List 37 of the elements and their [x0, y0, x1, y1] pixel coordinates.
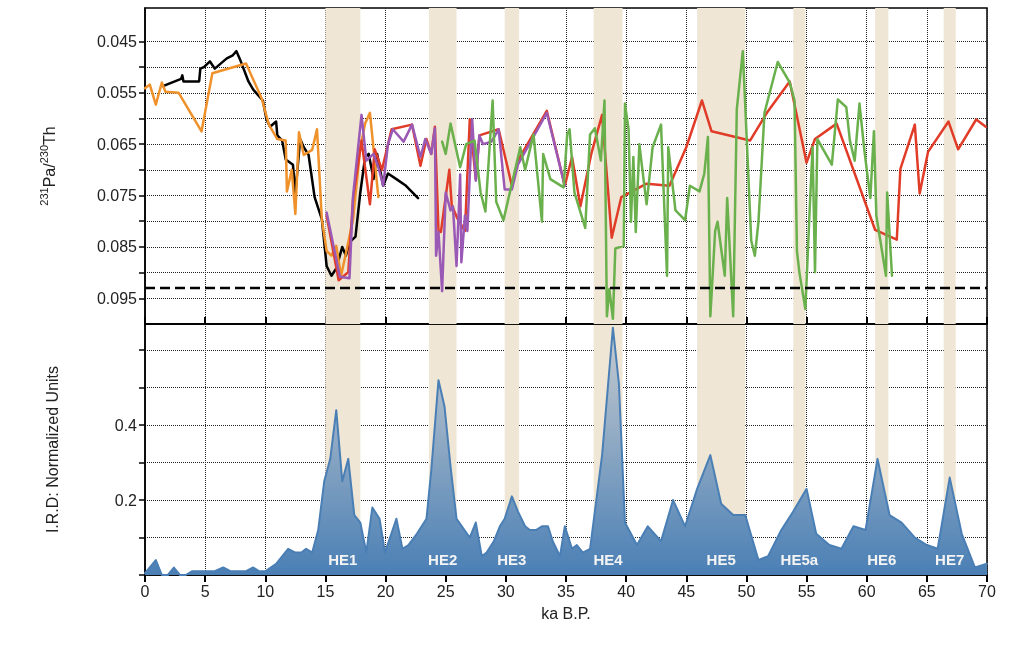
x-tick-label: 45 — [677, 582, 696, 600]
band-label: HE6 — [867, 551, 897, 568]
x-tick-label: 50 — [737, 582, 756, 600]
x-tick-label: 35 — [557, 582, 575, 600]
x-tick-label: 65 — [917, 582, 936, 600]
x-tick-label: 15 — [316, 582, 335, 600]
x-tick-label: 20 — [376, 582, 395, 600]
x-tick-label: 30 — [496, 582, 515, 600]
line-series — [325, 111, 567, 293]
y-tick-label: 0.085 — [96, 238, 138, 256]
x-tick-label: 25 — [436, 582, 455, 600]
x-tick-label: 5 — [200, 582, 210, 600]
band-label: HE4 — [593, 551, 624, 568]
band-label: HE2 — [428, 551, 458, 568]
x-axis-title: ka B.P. — [541, 604, 591, 622]
y-tick-label: 0.095 — [96, 289, 138, 307]
y-tick-label: 0.045 — [96, 32, 138, 50]
x-tick-label: 10 — [256, 582, 275, 600]
band-label: HE1 — [328, 551, 358, 568]
y-axis-title: I.R.D: Normalized Units — [43, 365, 61, 534]
x-tick-label: 40 — [617, 582, 636, 600]
x-tick-label: 0 — [140, 582, 150, 600]
x-tick-label: 70 — [978, 582, 996, 600]
band-label: HE7 — [935, 551, 965, 568]
y-axis-title: 231Pa/230Th — [37, 126, 58, 206]
x-tick-label: 55 — [797, 582, 816, 600]
line-series — [143, 62, 380, 277]
y-tick-label: 0.065 — [96, 135, 138, 153]
y-tick-label: 0.2 — [114, 491, 138, 509]
band-label: HE3 — [497, 551, 527, 568]
band-label: HE5a — [780, 551, 819, 568]
y-tick-label: 0.055 — [96, 84, 138, 102]
band-label: HE5 — [706, 551, 736, 568]
y-tick-label: 0.4 — [114, 416, 138, 434]
y-tick-label: 0.075 — [96, 187, 138, 205]
line-series — [440, 49, 894, 321]
x-tick-label: 60 — [857, 582, 876, 600]
